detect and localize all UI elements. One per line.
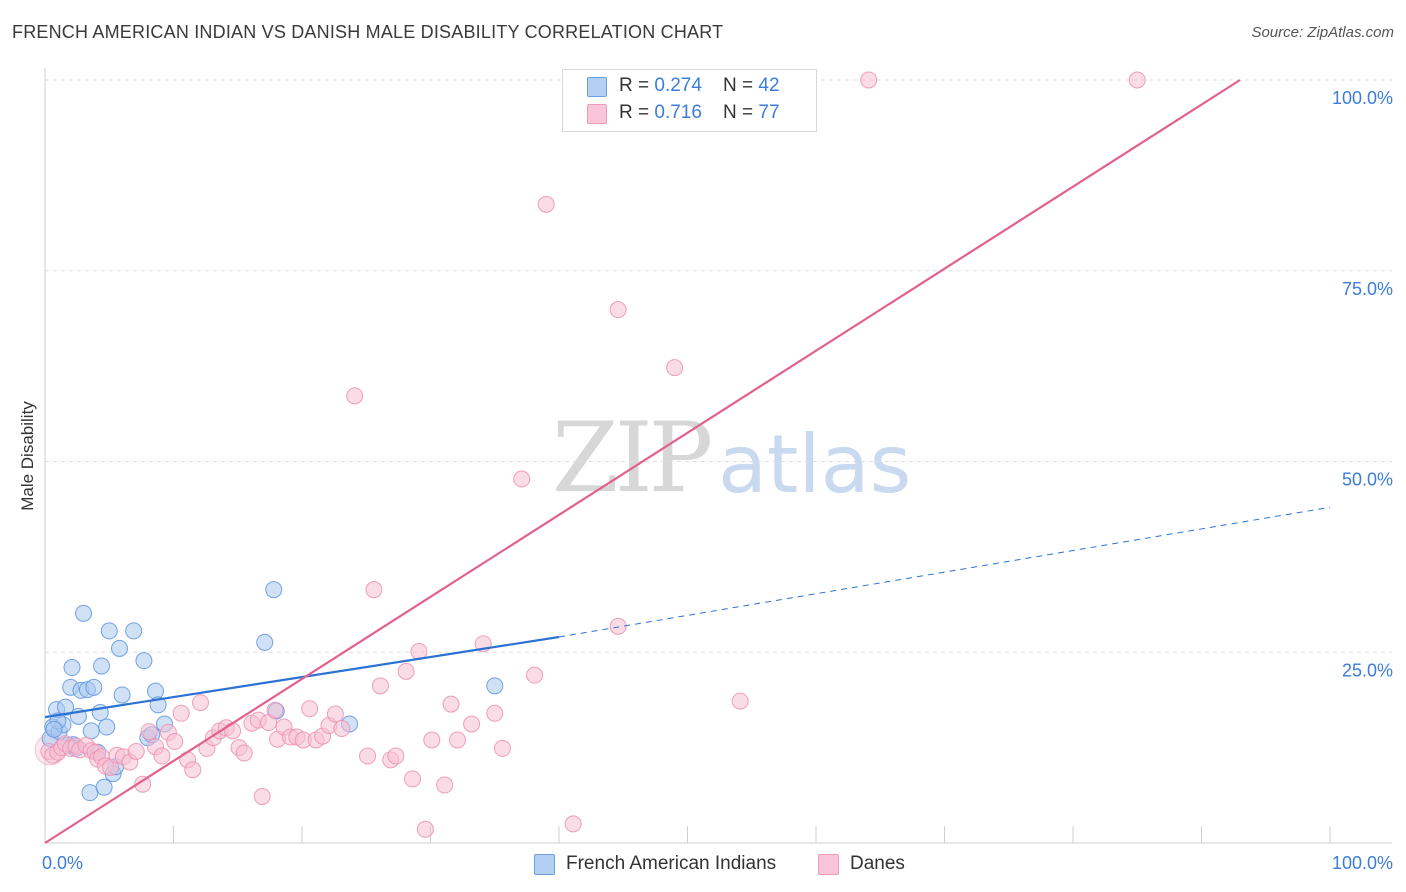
danes-point (134, 775, 152, 793)
french-american-indian-point (98, 718, 116, 736)
danes-point (333, 720, 351, 738)
danes-trendline (44, 79, 1241, 844)
danes-point (513, 470, 531, 488)
french-american-indian-point (63, 659, 81, 677)
danes-point (1128, 71, 1146, 89)
danes-point (172, 704, 190, 722)
danes-point (371, 677, 389, 695)
french-american-indian-point (85, 678, 103, 696)
watermark-atlas: atlas (718, 418, 912, 511)
danes-point (436, 776, 454, 794)
danes-point (526, 666, 544, 684)
legend-n-label: N = (723, 75, 759, 96)
watermark-zip: ZIP (552, 402, 713, 514)
danes-point (184, 761, 202, 779)
danes-point (731, 692, 749, 710)
danes-point (224, 722, 242, 740)
legend-n-value: 42 (758, 75, 780, 96)
danes-point (153, 747, 171, 765)
legend-swatch-pink (587, 104, 607, 124)
bottom-legend-label: French American Indians (566, 853, 777, 874)
legend-n-value: 77 (758, 102, 780, 123)
danes-point (346, 387, 364, 405)
danes-point (609, 301, 627, 319)
french-american-indian-trendline-extension (558, 506, 1331, 638)
source-label: Source: ZipAtlas.com (1251, 24, 1394, 41)
danes-point (860, 71, 878, 89)
french-american-indian-point (113, 686, 131, 704)
legend-r-label: R = (619, 102, 655, 123)
danes-point (301, 700, 319, 718)
french-american-indian-point (100, 622, 118, 640)
french-american-indian-point (135, 652, 153, 670)
danes-point (266, 701, 284, 719)
french-american-indian-point (147, 682, 165, 700)
danes-point (359, 747, 377, 765)
danes-point (448, 731, 466, 749)
bottom-legend-swatch-pink (818, 854, 839, 875)
french-american-indian-point (256, 633, 274, 651)
danes-point (493, 739, 511, 757)
y-tick-label: 75.0% (1342, 279, 1393, 299)
danes-point (235, 744, 253, 762)
legend-r-value: 0.274 (654, 75, 702, 96)
french-american-indian-point (125, 622, 143, 640)
french-american-indian-point (95, 778, 113, 796)
french-american-indian-point (57, 698, 75, 716)
danes-point (666, 359, 684, 377)
danes-point (127, 742, 145, 760)
legend-n-label: N = (723, 102, 759, 123)
danes-point (365, 581, 383, 599)
x-tick-label: 0.0% (42, 853, 83, 873)
danes-point (463, 715, 481, 733)
french-american-indian-point (93, 657, 111, 675)
y-tick-label: 50.0% (1342, 470, 1393, 490)
danes-point (404, 770, 422, 788)
danes-point (253, 787, 271, 805)
french-american-indian-point (265, 581, 283, 599)
bottom-legend-swatch-blue (534, 854, 555, 875)
french-american-indian-point (82, 722, 100, 740)
y-tick-label: 25.0% (1342, 660, 1393, 680)
correlation-legend: R = 0.274 N = 42 R = 0.716 N = 77 (562, 69, 817, 132)
x-tick-label: 100.0% (1332, 853, 1393, 873)
legend-r-value: 0.716 (654, 102, 702, 123)
french-american-indian-point (75, 604, 93, 622)
danes-point (442, 695, 460, 713)
danes-point (191, 694, 209, 712)
danes-point (423, 731, 441, 749)
danes-point (609, 617, 627, 635)
french-american-indian-point (45, 720, 63, 738)
chart-title: FRENCH AMERICAN INDIAN VS DANISH MALE DI… (12, 22, 724, 42)
danes-point (326, 705, 344, 723)
danes-point (397, 662, 415, 680)
french-american-indian-point (111, 639, 129, 657)
french-american-indian-trendline (44, 635, 560, 719)
danes-point (564, 815, 582, 833)
french-american-indian-point (81, 784, 99, 802)
danes-point (140, 723, 158, 741)
legend-r-label: R = (619, 75, 655, 96)
bottom-legend-label: Danes (850, 853, 905, 874)
danes-point (537, 195, 555, 213)
danes-point (387, 747, 405, 765)
danes-point (166, 733, 184, 751)
danes-point (486, 704, 504, 722)
y-tick-label: 100.0% (1332, 88, 1393, 108)
danes-point (416, 820, 434, 838)
french-american-indian-point (486, 677, 504, 695)
legend-swatch-blue (587, 77, 607, 97)
